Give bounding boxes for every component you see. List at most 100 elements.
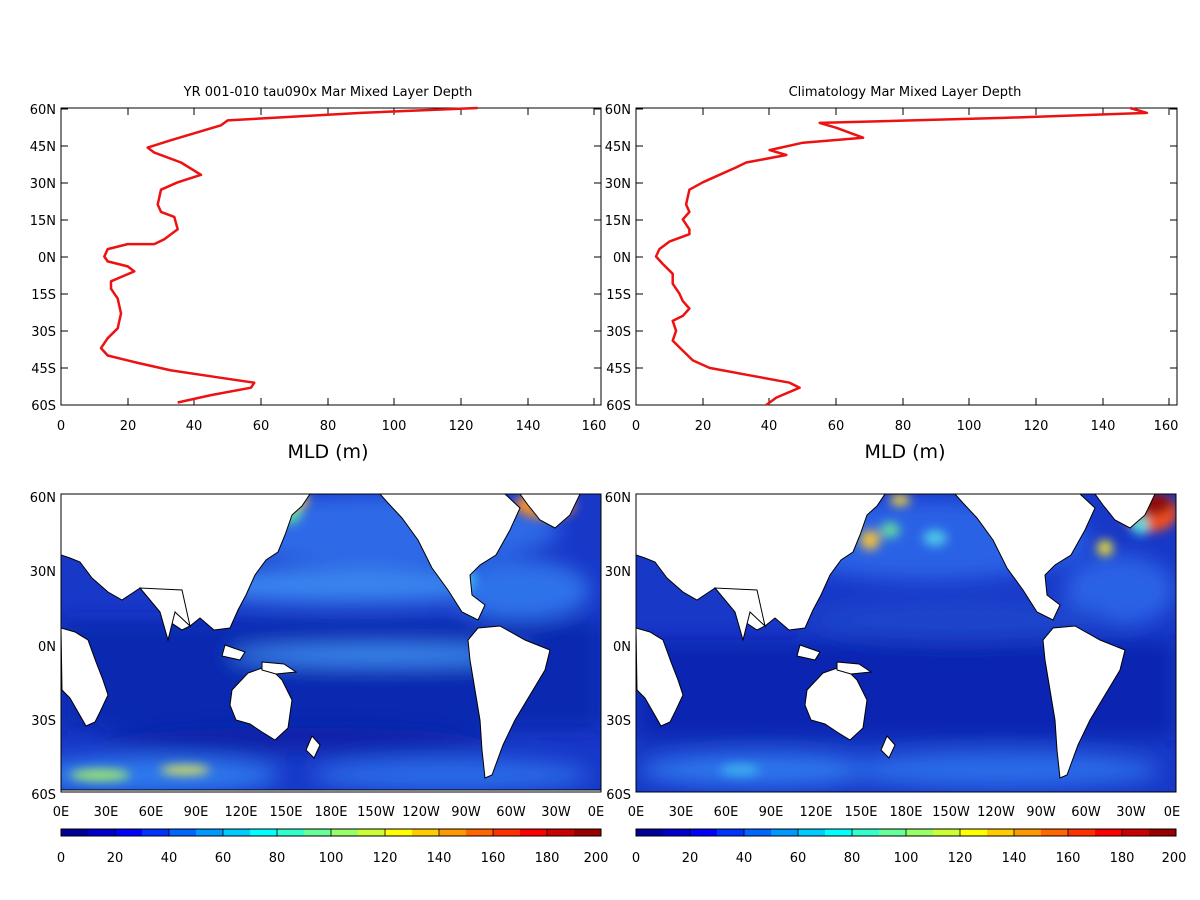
colorbar-segment [1149, 829, 1177, 836]
colorbar-segment [358, 829, 386, 836]
colorbar-segment [412, 829, 440, 836]
y-tick-label: 30S [31, 325, 56, 340]
x-tick-label: 0 [632, 419, 640, 434]
x-tick: 20 [120, 108, 136, 434]
y-tick: 0N [613, 251, 1177, 266]
colorbar-segment [987, 829, 1015, 836]
lat-axis: 60N 30N 0N 30S 60S [605, 491, 631, 803]
colorbar-segment [690, 829, 718, 836]
colorbar-segment [1014, 829, 1042, 836]
profile-panel-climatology: Climatology Mar Mixed Layer Depth 0 20 4… [605, 85, 1179, 463]
y-tick-label: 60N [605, 103, 631, 118]
colorbar-segment [331, 829, 359, 836]
plot-frame [635, 107, 1178, 406]
colorbar-segment [852, 829, 880, 836]
lon-tick-label: 60E [714, 805, 739, 820]
africa-land [636, 627, 684, 727]
map-frame [635, 493, 1177, 793]
x-tick: 60 [828, 108, 844, 434]
y-tick: 15N [30, 214, 601, 229]
land-masses [61, 494, 601, 792]
y-axis: 60N 45N 30N 15N 0N 15S 30S 45S 60S [605, 103, 1177, 414]
lat-tick-label: 0N [38, 640, 56, 655]
mld-heatmap [636, 494, 1176, 792]
lat-tick-label: 60S [31, 788, 56, 803]
colorbar-segment [636, 829, 664, 836]
colorbar-segment [169, 829, 197, 836]
lon-tick-label: 90E [759, 805, 784, 820]
new-guinea-land [261, 661, 298, 675]
lon-tick-label: 90E [184, 805, 209, 820]
colorbar-segment [196, 829, 224, 836]
colorbar-tick-label: 60 [215, 851, 232, 866]
lon-tick-label: 60W [496, 805, 526, 820]
x-tick: 100 [957, 108, 981, 434]
chart-title: YR 001-010 tau090x Mar Mixed Layer Depth [183, 85, 473, 100]
map-panel-model: 0E 30E 60E 90E 120E 150E 180E 150W 120W … [30, 491, 609, 866]
colorbar-tick-label: 180 [1110, 851, 1135, 866]
colorbar-segment [493, 829, 521, 836]
y-tick: 15S [606, 288, 1177, 303]
y-tick-label: 30N [30, 177, 56, 192]
lat-axis: 60N 30N 0N 30S 60S [30, 491, 56, 803]
x-tick: 120 [1024, 108, 1048, 434]
lon-tick-label: 30E [94, 805, 119, 820]
y-tick: 30N [605, 177, 1177, 192]
greenland-land [1094, 494, 1156, 529]
y-tick-label: 30S [606, 325, 631, 340]
north-america-land [379, 494, 521, 621]
colorbar-tick-label: 160 [1056, 851, 1081, 866]
indonesia-land [796, 644, 821, 661]
y-tick: 60N [605, 103, 1177, 118]
x-tick: 140 [516, 108, 540, 434]
colorbar-segment [825, 829, 853, 836]
colorbar-segment [1122, 829, 1150, 836]
lon-tick-label: 0E [1164, 805, 1181, 820]
colorbar-segment [304, 829, 332, 836]
lon-tick-label: 60E [139, 805, 164, 820]
colorbar-tick-label: 200 [1162, 851, 1187, 866]
lon-tick-label: 150E [844, 805, 877, 820]
y-tick-label: 0N [38, 251, 56, 266]
y-tick: 15S [31, 288, 601, 303]
colorbar-tick-label: 0 [632, 851, 640, 866]
indonesia-land [221, 644, 246, 661]
colorbar-segment [798, 829, 826, 836]
lon-tick-label: 0E [588, 805, 605, 820]
lat-tick-label: 0N [613, 640, 631, 655]
colorbar-tick-label: 80 [269, 851, 286, 866]
colorbar-tick-label: 140 [1002, 851, 1027, 866]
lon-tick-label: 0E [53, 805, 70, 820]
colorbar-segment [88, 829, 116, 836]
lon-axis: 0E 30E 60E 90E 120E 150E 180E 150W 120W … [628, 805, 1181, 820]
colorbar-segment [142, 829, 170, 836]
india-land [713, 587, 766, 642]
y-tick-label: 60N [30, 103, 56, 118]
colorbar-tick-label: 60 [790, 851, 807, 866]
y-tick-label: 45N [30, 140, 56, 155]
y-tick: 45S [31, 362, 601, 377]
colorbar-segment [520, 829, 548, 836]
y-tick: 0N [38, 251, 601, 266]
colorbar-tick-label: 180 [535, 851, 560, 866]
lat-tick-label: 30S [606, 714, 631, 729]
lat-tick-label: 30N [605, 565, 631, 580]
x-axis: 0 20 40 60 80 100 120 140 160 [57, 108, 606, 434]
x-tick-label: 80 [895, 419, 912, 434]
colorbar-segment [717, 829, 745, 836]
colorbar-tick-label: 40 [161, 851, 178, 866]
new-zealand-land [305, 735, 321, 759]
land-masses [636, 494, 1156, 779]
y-tick: 30S [31, 325, 601, 340]
y-tick-label: 15N [605, 214, 631, 229]
map-panel-climatology: 0E 30E 60E 90E 120E 150E 180E 150W 120W … [605, 491, 1187, 866]
y-tick: 45S [606, 362, 1177, 377]
india-land [138, 587, 191, 642]
colorbar-segment [61, 829, 89, 836]
y-tick: 60N [30, 103, 601, 118]
colorbar-tick-label: 120 [373, 851, 398, 866]
new-zealand-land [880, 735, 896, 759]
lat-tick-label: 60N [605, 491, 631, 506]
y-tick-label: 15S [31, 288, 56, 303]
